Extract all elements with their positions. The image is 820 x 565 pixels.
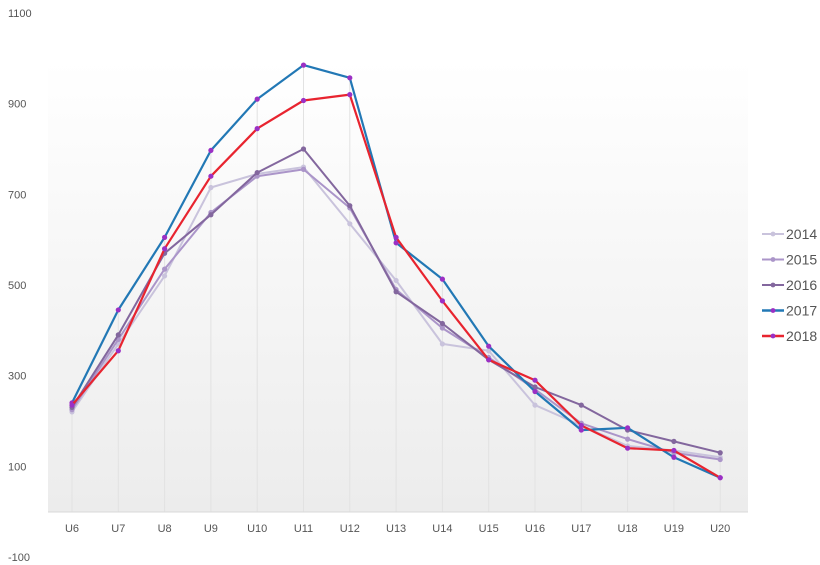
y-tick-label: 1100	[8, 8, 32, 20]
data-point	[532, 377, 538, 383]
data-point	[439, 320, 445, 327]
data-point	[393, 277, 399, 284]
x-tick-label: U19	[664, 523, 684, 535]
legend-label: 2016	[786, 277, 817, 293]
data-point	[162, 273, 168, 279]
legend-marker	[770, 231, 776, 237]
x-tick-label: U7	[111, 523, 125, 535]
series-2018	[69, 92, 723, 481]
data-point	[300, 62, 307, 68]
x-tick-label: U20	[710, 523, 730, 535]
y-tick-label: 900	[8, 99, 26, 111]
data-point	[486, 343, 492, 349]
y-tick-label: 100	[8, 461, 26, 473]
y-tick-label: 300	[8, 371, 26, 383]
data-point	[300, 146, 307, 152]
data-point	[625, 425, 631, 431]
legend-item-2015: 2015	[762, 252, 817, 268]
vertical-guides	[71, 65, 721, 512]
x-axis-ticks: U6 U7 U8 U9 U10 U11 U12 U13 U14 U15 U16 U17 U18 U19 U2…	[65, 523, 730, 535]
x-tick-label: U10	[247, 523, 267, 535]
data-point	[115, 348, 121, 354]
x-tick-label: U9	[204, 523, 218, 535]
data-point	[115, 307, 121, 313]
data-point	[254, 126, 260, 132]
legend-item-2014: 2014	[762, 226, 817, 242]
legend-label: 2018	[786, 328, 817, 344]
data-point	[671, 454, 677, 460]
data-point	[393, 234, 399, 240]
legend-label: 2017	[786, 303, 817, 319]
x-tick-label: U12	[340, 523, 360, 535]
data-point	[578, 402, 584, 408]
data-point	[532, 388, 538, 395]
data-point	[717, 456, 723, 463]
legend-label: 2015	[786, 252, 817, 268]
x-tick-label: U18	[618, 523, 638, 535]
data-point	[162, 246, 168, 252]
x-tick-label: U13	[386, 523, 406, 535]
data-point	[347, 92, 353, 98]
legend-label: 2014	[786, 226, 817, 242]
x-tick-label: U11	[294, 523, 313, 535]
data-point	[486, 348, 492, 354]
data-point	[254, 96, 260, 102]
data-point	[671, 447, 677, 454]
y-tick-label: 500	[8, 280, 26, 292]
data-point	[439, 298, 445, 304]
data-point	[717, 475, 723, 481]
data-point	[69, 402, 75, 408]
data-point	[439, 325, 445, 331]
data-point	[300, 97, 307, 104]
data-point	[162, 266, 168, 272]
data-point	[208, 147, 214, 153]
legend-item-2016: 2016	[762, 277, 817, 293]
data-point	[254, 169, 260, 176]
x-tick-label: U16	[525, 523, 545, 535]
data-point	[300, 166, 307, 172]
data-point	[578, 422, 584, 429]
data-point	[162, 234, 168, 240]
legend: 2014 2015 2016 2017 2018	[762, 226, 817, 344]
legend-item-2018: 2018	[762, 328, 817, 344]
x-tick-label: U8	[158, 523, 172, 535]
x-tick-label: U17	[571, 523, 591, 535]
data-point	[393, 240, 399, 246]
y-tick-label: -100	[8, 552, 30, 564]
data-point	[486, 357, 492, 363]
data-point	[532, 384, 538, 390]
legend-marker	[770, 257, 776, 262]
y-tick-label: 700	[8, 189, 26, 201]
legend-marker	[770, 333, 776, 339]
data-point	[439, 341, 445, 347]
data-point	[625, 436, 631, 442]
data-point	[347, 75, 353, 81]
data-point	[208, 173, 214, 179]
y-axis-ticks: -100 100 300 500 700 900 1100	[8, 8, 32, 564]
data-point	[717, 450, 723, 456]
x-tick-label: U6	[65, 523, 79, 535]
data-point	[347, 203, 353, 209]
data-point	[439, 276, 445, 282]
data-point	[208, 212, 214, 218]
data-point	[671, 438, 677, 444]
legend-item-2017: 2017	[762, 303, 817, 319]
data-point	[208, 184, 214, 191]
series-layer	[69, 62, 723, 481]
x-tick-label: U14	[432, 523, 452, 535]
data-point	[115, 332, 121, 338]
data-point	[347, 221, 353, 227]
x-tick-label: U15	[479, 523, 499, 535]
legend-marker	[770, 282, 776, 288]
data-point	[393, 289, 399, 295]
data-point	[532, 402, 538, 408]
data-point	[625, 445, 631, 451]
data-point	[578, 427, 584, 433]
legend-marker	[770, 308, 776, 313]
